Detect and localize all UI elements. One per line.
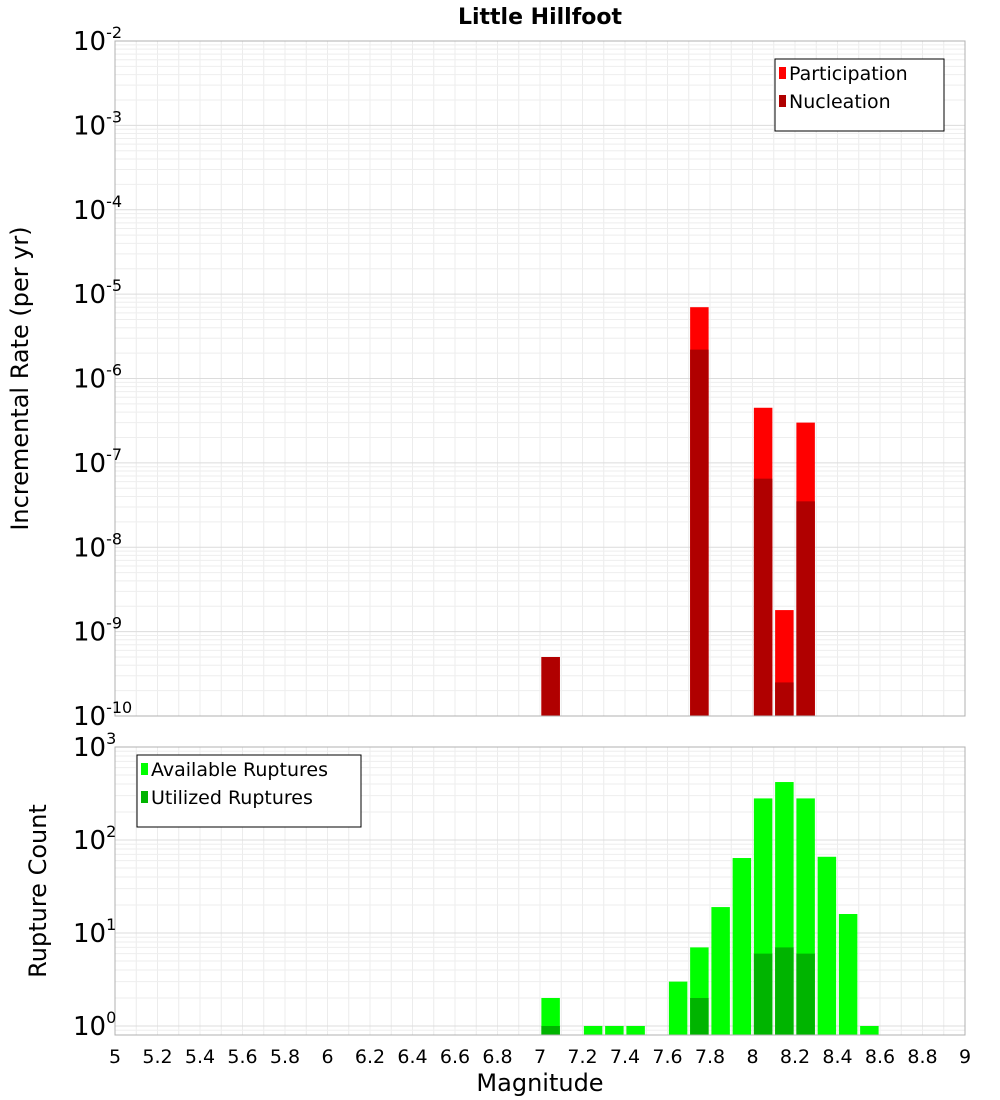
x-tick-label: 8.2 — [780, 1046, 810, 1068]
y-tick-label: 10-2 — [73, 23, 122, 57]
bar — [690, 997, 709, 1035]
legend-box — [774, 58, 945, 132]
x-tick-label: 7.2 — [567, 1046, 597, 1068]
bar — [775, 682, 794, 716]
count-y-axis-label: Rupture Count — [24, 804, 52, 978]
x-tick-label: 5 — [109, 1046, 121, 1068]
legend-swatch — [141, 791, 148, 803]
y-tick-label: 10-4 — [73, 192, 122, 226]
y-tick-label: 101 — [73, 915, 116, 949]
legend-label: Available Ruptures — [151, 759, 328, 781]
series-nucleation — [541, 349, 815, 716]
bar — [817, 856, 837, 1035]
bar — [860, 1025, 879, 1035]
y-tick-label: 10-5 — [73, 276, 122, 310]
x-tick-label: 8.8 — [907, 1046, 937, 1068]
bar — [796, 953, 815, 1035]
legend-label: Participation — [789, 63, 908, 85]
plot-border — [114, 40, 966, 717]
x-tick-label: 7.6 — [652, 1046, 682, 1068]
bar — [775, 947, 794, 1035]
legend-swatch — [779, 95, 786, 107]
bar — [605, 1025, 624, 1035]
grid-lines — [114, 40, 966, 717]
x-tick-label: 6.6 — [440, 1046, 470, 1068]
plot-border — [114, 746, 966, 1036]
y-tick-label: 10-3 — [73, 107, 122, 141]
x-tick-label: 6.8 — [482, 1046, 512, 1068]
y-tick-label: 10-10 — [73, 698, 132, 732]
bar — [668, 981, 688, 1035]
bar — [838, 914, 858, 1035]
rate-y-axis-label: Incremental Rate (per yr) — [6, 226, 34, 530]
x-tick-label: 6 — [321, 1046, 333, 1068]
series-utilized-ruptures — [541, 947, 815, 1035]
legend-swatch — [779, 67, 786, 79]
chart-title: Little Hillfoot — [458, 5, 623, 30]
bar — [626, 1025, 645, 1035]
x-tick-label: 7.4 — [610, 1046, 640, 1068]
x-tick-label: 5.2 — [142, 1046, 172, 1068]
y-tick-label: 10-6 — [73, 361, 122, 395]
bar — [583, 1025, 603, 1035]
x-tick-label: 8 — [746, 1046, 758, 1068]
y-tick-label: 100 — [73, 1008, 116, 1042]
x-tick-label: 8.4 — [822, 1046, 852, 1068]
y-tick-label: 103 — [73, 729, 116, 763]
bar — [541, 1025, 560, 1035]
bar — [732, 858, 752, 1035]
legend: Participation Nucleation — [774, 58, 945, 132]
y-tick-label: 10-9 — [73, 614, 122, 648]
y-tick-label: 10-8 — [73, 529, 122, 563]
bar — [541, 997, 560, 1035]
bar — [753, 953, 773, 1035]
x-tick-label: 7 — [534, 1046, 546, 1068]
bar — [711, 907, 730, 1035]
x-tick-label: 5.4 — [185, 1046, 215, 1068]
x-tick-label: 6.4 — [397, 1046, 427, 1068]
bar — [690, 349, 709, 716]
x-tick-label: 8.6 — [865, 1046, 895, 1068]
y-tick-label: 102 — [73, 822, 116, 856]
x-tick-label: 6.2 — [355, 1046, 385, 1068]
x-axis-label: Magnitude — [476, 1069, 603, 1097]
legend-label: Utilized Ruptures — [151, 787, 313, 809]
bar — [753, 478, 773, 716]
y-tick-label: 10-7 — [73, 445, 122, 479]
x-tick-label: 7.8 — [695, 1046, 725, 1068]
legend-label: Nucleation — [789, 91, 891, 113]
legend-box — [136, 754, 362, 828]
x-tick-label: 5.6 — [227, 1046, 257, 1068]
x-tick-label: 5.8 — [270, 1046, 300, 1068]
bar — [796, 501, 815, 716]
x-tick-label: 9 — [959, 1046, 971, 1068]
legend: Available Ruptures Utilized Ruptures — [136, 754, 362, 828]
bar — [541, 657, 560, 716]
legend-swatch — [141, 763, 148, 775]
rate-panel: 10-10 10-9 10-8 10-7 10-6 10-5 10-4 10-3 10-2 Par… — [73, 23, 966, 732]
